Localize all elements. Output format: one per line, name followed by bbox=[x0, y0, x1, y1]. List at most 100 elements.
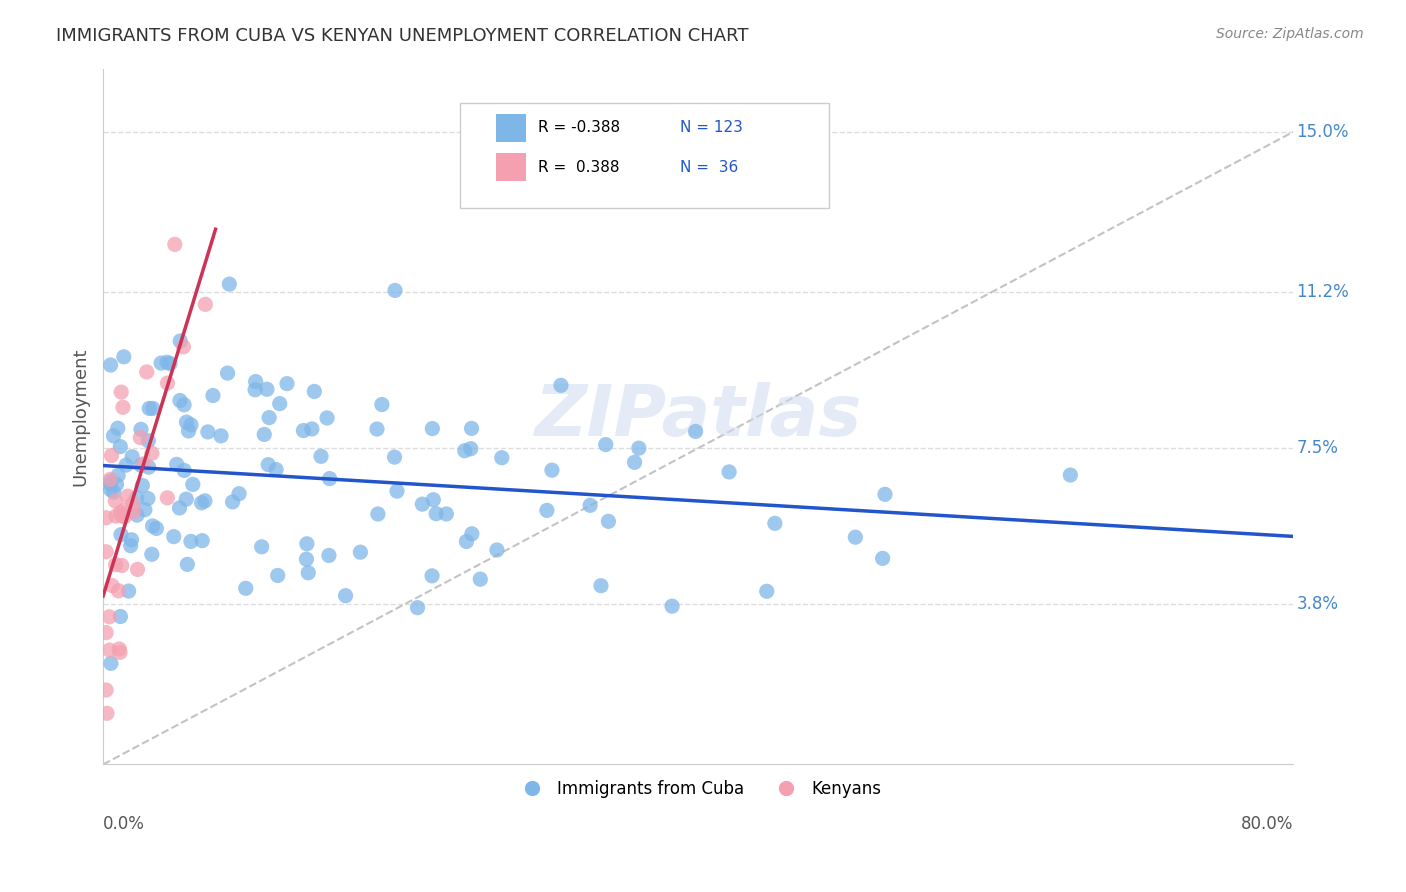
Text: 11.2%: 11.2% bbox=[1296, 283, 1350, 301]
Immigrants from Cuba bbox=[367, 507, 389, 521]
Immigrants from Cuba bbox=[243, 383, 266, 397]
Immigrants from Cuba bbox=[221, 495, 243, 509]
Immigrants from Cuba bbox=[100, 476, 122, 491]
Kenyans bbox=[98, 472, 121, 486]
Immigrants from Cuba bbox=[872, 551, 894, 566]
Kenyans bbox=[111, 401, 134, 415]
Kenyans bbox=[108, 645, 131, 659]
Immigrants from Cuba bbox=[470, 572, 492, 586]
Text: 7.5%: 7.5% bbox=[1296, 439, 1339, 457]
Immigrants from Cuba bbox=[100, 474, 122, 488]
Immigrants from Cuba bbox=[550, 378, 572, 392]
Immigrants from Cuba bbox=[218, 277, 240, 291]
Immigrants from Cuba bbox=[454, 443, 477, 458]
Immigrants from Cuba bbox=[129, 458, 152, 473]
Immigrants from Cuba bbox=[422, 421, 444, 435]
Immigrants from Cuba bbox=[245, 375, 267, 389]
Immigrants from Cuba bbox=[460, 421, 482, 435]
Immigrants from Cuba bbox=[129, 422, 152, 436]
Immigrants from Cuba bbox=[138, 401, 160, 416]
Kenyans bbox=[96, 706, 118, 721]
Immigrants from Cuba bbox=[100, 657, 122, 671]
Legend: Immigrants from Cuba, Kenyans: Immigrants from Cuba, Kenyans bbox=[509, 773, 887, 805]
Kenyans bbox=[141, 446, 163, 460]
Immigrants from Cuba bbox=[166, 458, 188, 472]
Kenyans bbox=[111, 558, 134, 573]
Immigrants from Cuba bbox=[235, 582, 257, 596]
Kenyans bbox=[94, 545, 117, 559]
Immigrants from Cuba bbox=[269, 397, 291, 411]
Kenyans bbox=[156, 376, 179, 390]
Immigrants from Cuba bbox=[267, 568, 290, 582]
Kenyans bbox=[135, 365, 157, 379]
Immigrants from Cuba bbox=[100, 483, 122, 497]
Immigrants from Cuba bbox=[176, 558, 198, 572]
Y-axis label: Unemployment: Unemployment bbox=[72, 347, 89, 486]
Immigrants from Cuba bbox=[173, 398, 195, 412]
Immigrants from Cuba bbox=[335, 589, 357, 603]
Immigrants from Cuba bbox=[105, 477, 128, 491]
Immigrants from Cuba bbox=[292, 424, 315, 438]
Immigrants from Cuba bbox=[120, 539, 142, 553]
Immigrants from Cuba bbox=[385, 484, 408, 499]
Text: 80.0%: 80.0% bbox=[1241, 815, 1294, 833]
Immigrants from Cuba bbox=[627, 441, 650, 455]
Immigrants from Cuba bbox=[718, 465, 741, 479]
Kenyans bbox=[172, 340, 194, 354]
Immigrants from Cuba bbox=[384, 284, 406, 298]
Kenyans bbox=[121, 496, 143, 510]
Immigrants from Cuba bbox=[121, 533, 143, 547]
Kenyans bbox=[127, 562, 149, 576]
Immigrants from Cuba bbox=[107, 468, 129, 483]
Immigrants from Cuba bbox=[150, 356, 173, 370]
Immigrants from Cuba bbox=[141, 547, 163, 561]
Immigrants from Cuba bbox=[159, 357, 181, 371]
Immigrants from Cuba bbox=[112, 350, 135, 364]
Immigrants from Cuba bbox=[197, 425, 219, 439]
Immigrants from Cuba bbox=[491, 450, 513, 465]
Text: ZIPatlas: ZIPatlas bbox=[534, 382, 862, 451]
Immigrants from Cuba bbox=[536, 503, 558, 517]
FancyBboxPatch shape bbox=[496, 114, 526, 142]
Immigrants from Cuba bbox=[844, 530, 866, 544]
Immigrants from Cuba bbox=[295, 537, 318, 551]
Immigrants from Cuba bbox=[176, 415, 198, 429]
Immigrants from Cuba bbox=[110, 440, 132, 454]
Immigrants from Cuba bbox=[873, 487, 896, 501]
Immigrants from Cuba bbox=[276, 376, 298, 391]
Immigrants from Cuba bbox=[174, 492, 197, 507]
Immigrants from Cuba bbox=[173, 463, 195, 477]
Text: R = -0.388: R = -0.388 bbox=[537, 120, 620, 136]
Kenyans bbox=[156, 491, 179, 505]
Immigrants from Cuba bbox=[318, 549, 340, 563]
Immigrants from Cuba bbox=[598, 514, 620, 528]
Kenyans bbox=[110, 505, 132, 519]
Immigrants from Cuba bbox=[138, 460, 160, 475]
Immigrants from Cuba bbox=[420, 569, 443, 583]
Immigrants from Cuba bbox=[541, 463, 564, 477]
Immigrants from Cuba bbox=[456, 534, 478, 549]
Kenyans bbox=[132, 457, 155, 471]
Immigrants from Cuba bbox=[131, 478, 153, 492]
Kenyans bbox=[163, 237, 186, 252]
Immigrants from Cuba bbox=[121, 450, 143, 464]
Immigrants from Cuba bbox=[755, 584, 778, 599]
Immigrants from Cuba bbox=[434, 507, 457, 521]
Immigrants from Cuba bbox=[138, 434, 160, 448]
Immigrants from Cuba bbox=[169, 500, 191, 515]
Kenyans bbox=[100, 449, 122, 463]
Immigrants from Cuba bbox=[384, 450, 406, 464]
Immigrants from Cuba bbox=[318, 472, 340, 486]
Kenyans bbox=[111, 508, 134, 523]
Immigrants from Cuba bbox=[1059, 468, 1081, 483]
Immigrants from Cuba bbox=[256, 382, 278, 396]
Kenyans bbox=[112, 503, 135, 517]
Immigrants from Cuba bbox=[661, 599, 683, 614]
Immigrants from Cuba bbox=[623, 455, 645, 469]
Immigrants from Cuba bbox=[253, 427, 276, 442]
Kenyans bbox=[194, 297, 217, 311]
Immigrants from Cuba bbox=[422, 492, 444, 507]
Immigrants from Cuba bbox=[595, 437, 617, 451]
Immigrants from Cuba bbox=[194, 493, 217, 508]
Kenyans bbox=[108, 642, 131, 657]
